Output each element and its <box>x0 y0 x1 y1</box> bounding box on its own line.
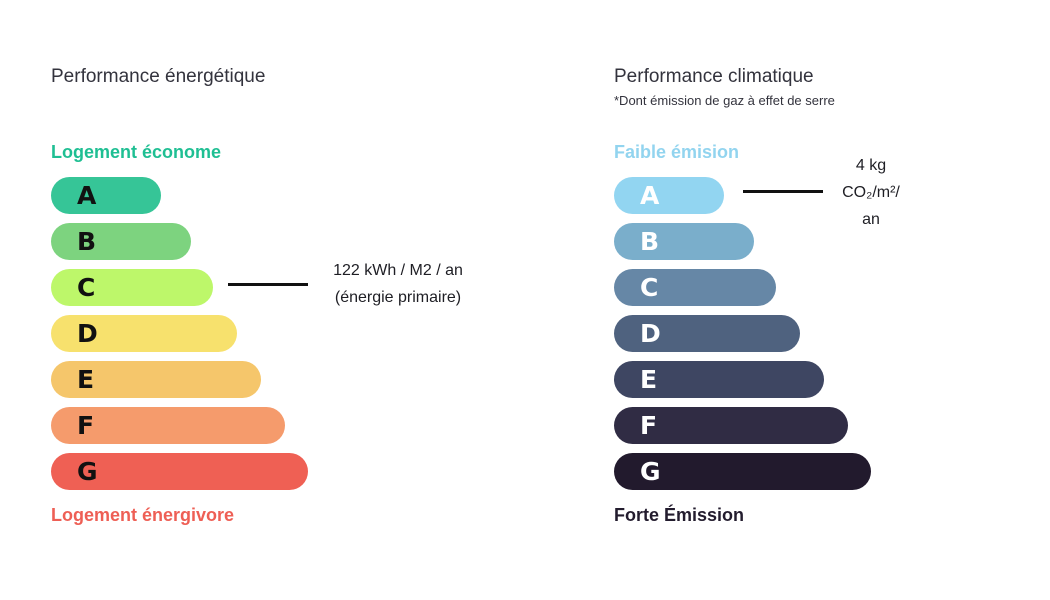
energy-bar-e: E <box>51 361 261 398</box>
climate-performance-panel: Performance climatique *Dont émission de… <box>560 0 1050 600</box>
energy-bar-label-g: G <box>77 457 98 486</box>
energy-value-connector <box>228 283 308 286</box>
energy-bar-label-e: E <box>77 365 95 394</box>
climate-subtitle: *Dont émission de gaz à effet de serre <box>614 93 835 108</box>
energy-title: Performance énergétique <box>51 66 266 87</box>
energy-bar-a: A <box>51 177 161 214</box>
energy-bar-b: B <box>51 223 191 260</box>
climate-value: 4 kg CO₂/m²/ an <box>826 152 916 233</box>
energy-bottom-label: Logement énergivore <box>51 505 235 525</box>
energy-performance-panel: Performance énergétique Logement économe… <box>51 66 478 525</box>
climate-bar-e: E <box>614 361 824 398</box>
climate-title: Performance climatique <box>614 66 814 87</box>
energy-bar-d: D <box>51 315 237 352</box>
climate-value-line2: CO₂/m²/ <box>842 184 900 201</box>
energy-bar-label-a: A <box>77 181 97 210</box>
climate-bar-c: C <box>614 269 776 306</box>
climate-bar-f: F <box>614 407 848 444</box>
energy-bar-c: C <box>51 269 213 306</box>
climate-bar-label-b: B <box>640 227 660 256</box>
energy-bar-f: F <box>51 407 285 444</box>
climate-bar-label-a: A <box>640 181 660 210</box>
climate-bar-label-f: F <box>640 411 658 440</box>
climate-bar-d: D <box>614 315 800 352</box>
energy-value-line2: (énergie primaire) <box>334 289 462 306</box>
climate-bar-label-d: D <box>640 319 661 348</box>
climate-bottom-label: Forte Émission <box>614 505 745 525</box>
energy-value-line1: 122 kWh / M2 / an <box>333 262 463 279</box>
energy-value: 122 kWh / M2 / an (énergie primaire) <box>318 257 478 311</box>
climate-bar-b: B <box>614 223 754 260</box>
climate-bar-g: G <box>614 453 871 490</box>
energy-bar-label-c: C <box>77 273 96 302</box>
energy-top-label: Logement économe <box>51 142 222 162</box>
energy-bar-label-f: F <box>77 411 95 440</box>
climate-bar-label-g: G <box>640 457 661 486</box>
climate-top-label: Faible émision <box>614 142 740 162</box>
climate-bar-label-e: E <box>640 365 658 394</box>
climate-value-connector <box>743 190 823 193</box>
climate-bar-a: A <box>614 177 724 214</box>
climate-value-line1: 4 kg <box>855 157 887 174</box>
energy-bar-g: G <box>51 453 308 490</box>
climate-value-line3: an <box>862 211 880 228</box>
climate-bar-label-c: C <box>640 273 659 302</box>
energy-bar-label-b: B <box>77 227 97 256</box>
energy-bar-label-d: D <box>77 319 98 348</box>
